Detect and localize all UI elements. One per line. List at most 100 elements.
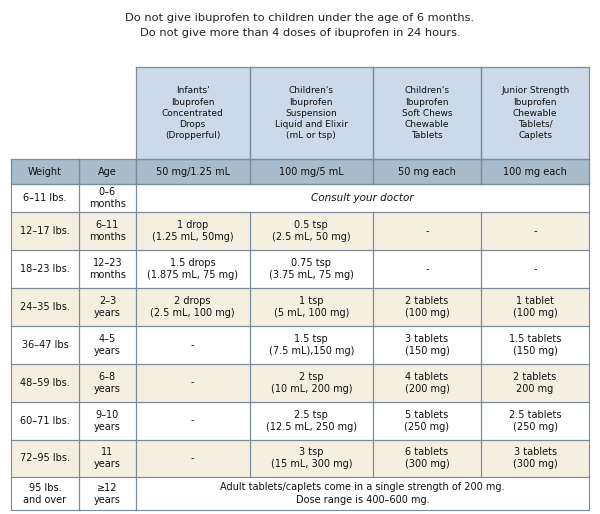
- Bar: [79, 159, 136, 184]
- Text: 1 drop
(1.25 mL, 50mg): 1 drop (1.25 mL, 50mg): [152, 219, 233, 242]
- Bar: [373, 288, 481, 326]
- Bar: [373, 67, 481, 159]
- Bar: [79, 478, 136, 510]
- Bar: [373, 212, 481, 250]
- Bar: [250, 212, 373, 250]
- Text: 3 tablets
(300 mg): 3 tablets (300 mg): [513, 448, 557, 469]
- Text: 0.75 tsp
(3.75 mL, 75 mg): 0.75 tsp (3.75 mL, 75 mg): [269, 258, 354, 280]
- Bar: [11, 67, 136, 159]
- Bar: [481, 363, 589, 401]
- Text: Consult your doctor: Consult your doctor: [311, 193, 414, 203]
- Bar: [11, 184, 79, 212]
- Text: 2.5 tablets
(250 mg): 2.5 tablets (250 mg): [509, 410, 562, 432]
- Bar: [136, 67, 250, 159]
- Bar: [79, 250, 136, 288]
- Text: 1 tsp
(5 mL, 100 mg): 1 tsp (5 mL, 100 mg): [274, 296, 349, 318]
- Text: -: -: [533, 264, 537, 273]
- Text: 48–59 lbs.: 48–59 lbs.: [20, 378, 70, 388]
- Text: 50 mg each: 50 mg each: [398, 167, 456, 177]
- Text: -: -: [533, 226, 537, 236]
- Bar: [11, 363, 79, 401]
- Bar: [373, 250, 481, 288]
- Bar: [136, 439, 250, 478]
- Bar: [11, 288, 79, 326]
- Bar: [373, 159, 481, 184]
- Bar: [481, 212, 589, 250]
- Text: Weight: Weight: [28, 167, 62, 177]
- Bar: [136, 478, 589, 510]
- Bar: [79, 184, 136, 212]
- Text: 1 tablet
(100 mg): 1 tablet (100 mg): [513, 296, 557, 318]
- Text: 0–6
months: 0–6 months: [89, 187, 126, 209]
- Bar: [11, 401, 79, 439]
- Bar: [481, 159, 589, 184]
- Text: Junior Strength
Ibuprofen
Chewable
Tablets/
Caplets: Junior Strength Ibuprofen Chewable Table…: [501, 86, 569, 140]
- Text: 2 drops
(2.5 mL, 100 mg): 2 drops (2.5 mL, 100 mg): [151, 296, 235, 318]
- Text: Do not give ibuprofen to children under the age of 6 months.
Do not give more th: Do not give ibuprofen to children under …: [125, 13, 475, 38]
- Text: 100 mg/5 mL: 100 mg/5 mL: [279, 167, 344, 177]
- Text: -: -: [425, 264, 429, 273]
- Text: 2–3
years: 2–3 years: [94, 296, 121, 318]
- Bar: [481, 401, 589, 439]
- Text: 5 tablets
(250 mg): 5 tablets (250 mg): [404, 410, 449, 432]
- Bar: [250, 363, 373, 401]
- Text: 6–11 lbs.: 6–11 lbs.: [23, 193, 67, 203]
- Bar: [79, 439, 136, 478]
- Bar: [250, 250, 373, 288]
- Bar: [481, 439, 589, 478]
- Text: ≥12
years: ≥12 years: [94, 483, 121, 505]
- Bar: [136, 326, 250, 363]
- Text: 12–17 lbs.: 12–17 lbs.: [20, 226, 70, 236]
- Text: 2 tsp
(10 mL, 200 mg): 2 tsp (10 mL, 200 mg): [271, 372, 352, 394]
- Bar: [250, 439, 373, 478]
- Bar: [11, 326, 79, 363]
- Text: 11
years: 11 years: [94, 448, 121, 469]
- Bar: [11, 159, 79, 184]
- Text: 6–8
years: 6–8 years: [94, 372, 121, 394]
- Bar: [11, 212, 79, 250]
- Text: 60–71 lbs.: 60–71 lbs.: [20, 415, 70, 426]
- Text: -: -: [191, 415, 194, 426]
- Text: 0.5 tsp
(2.5 mL, 50 mg): 0.5 tsp (2.5 mL, 50 mg): [272, 219, 350, 242]
- Bar: [79, 288, 136, 326]
- Bar: [481, 288, 589, 326]
- Text: Children's
Ibuprofen
Soft Chews
Chewable
Tablets: Children's Ibuprofen Soft Chews Chewable…: [402, 86, 452, 140]
- Text: 2 tablets
(100 mg): 2 tablets (100 mg): [404, 296, 449, 318]
- Text: -: -: [425, 226, 429, 236]
- Text: 6–11
months: 6–11 months: [89, 219, 126, 242]
- Text: Children's
Ibuprofen
Suspension
Liquid and Elixir
(mL or tsp): Children's Ibuprofen Suspension Liquid a…: [275, 86, 348, 140]
- Bar: [136, 159, 250, 184]
- Bar: [250, 288, 373, 326]
- Bar: [136, 184, 589, 212]
- Text: 1.5 drops
(1.875 mL, 75 mg): 1.5 drops (1.875 mL, 75 mg): [147, 258, 238, 280]
- Bar: [373, 439, 481, 478]
- Bar: [481, 67, 589, 159]
- Text: 36–47 lbs: 36–47 lbs: [22, 340, 68, 350]
- Bar: [250, 326, 373, 363]
- Text: 72–95 lbs.: 72–95 lbs.: [20, 453, 70, 464]
- Bar: [11, 439, 79, 478]
- Text: -: -: [191, 378, 194, 388]
- Bar: [250, 159, 373, 184]
- Text: 2 tablets
200 mg: 2 tablets 200 mg: [514, 372, 557, 394]
- Text: 95 lbs.
and over: 95 lbs. and over: [23, 483, 67, 505]
- Bar: [373, 326, 481, 363]
- Text: 3 tsp
(15 mL, 300 mg): 3 tsp (15 mL, 300 mg): [271, 448, 352, 469]
- Bar: [373, 363, 481, 401]
- Text: 1.5 tablets
(150 mg): 1.5 tablets (150 mg): [509, 334, 562, 356]
- Bar: [79, 401, 136, 439]
- Bar: [481, 250, 589, 288]
- Text: 1.5 tsp
(7.5 mL),150 mg): 1.5 tsp (7.5 mL),150 mg): [269, 334, 354, 356]
- Bar: [136, 212, 250, 250]
- Bar: [79, 212, 136, 250]
- Text: -: -: [191, 340, 194, 350]
- Text: 9–10
years: 9–10 years: [94, 410, 121, 432]
- Bar: [79, 363, 136, 401]
- Bar: [11, 478, 79, 510]
- Bar: [136, 288, 250, 326]
- Bar: [250, 401, 373, 439]
- Text: 6 tablets
(300 mg): 6 tablets (300 mg): [404, 448, 449, 469]
- Text: Infants'
Ibuprofen
Concentrated
Drops
(Dropperful): Infants' Ibuprofen Concentrated Drops (D…: [162, 86, 224, 140]
- Bar: [250, 67, 373, 159]
- Bar: [136, 401, 250, 439]
